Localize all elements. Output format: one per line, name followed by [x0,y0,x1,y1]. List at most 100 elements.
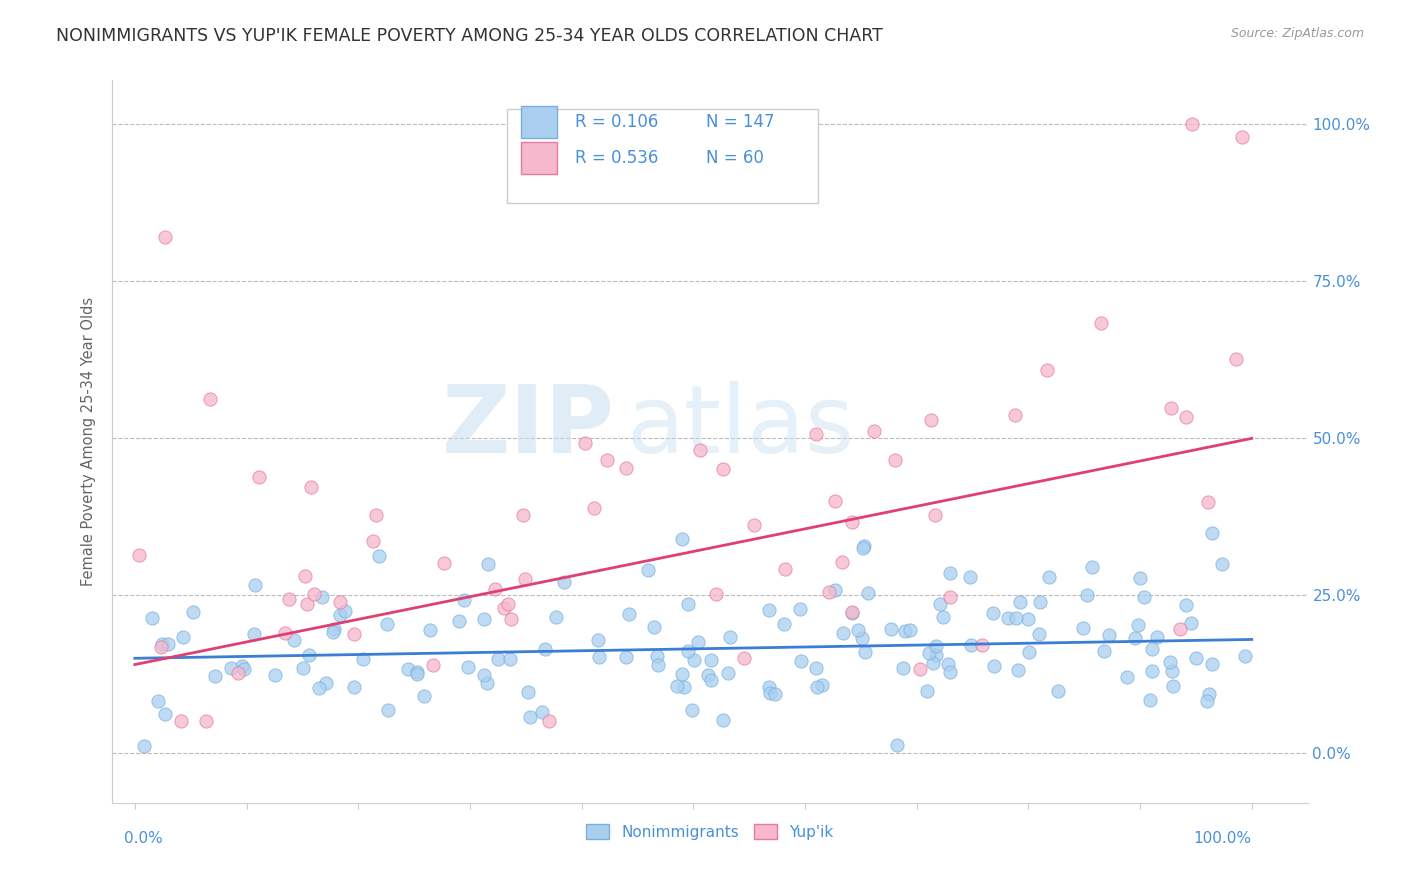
Point [643,619,665,633]
Point [924,508,946,522]
Point [477,558,499,572]
Point [637,563,659,577]
Point [704,587,727,601]
Text: R = 0.106: R = 0.106 [575,112,658,131]
Point [264,667,287,681]
Point [294,568,316,582]
Point [891,661,914,675]
Point [546,609,568,624]
Point [304,587,326,601]
Point [1170,622,1192,636]
Point [447,614,470,628]
Point [1159,655,1181,669]
Text: N = 60: N = 60 [706,149,765,167]
Point [920,413,942,427]
Point [1139,692,1161,706]
Point [983,658,1005,673]
Point [700,653,723,667]
Point [1046,684,1069,698]
Point [1133,590,1156,604]
Point [1005,611,1028,625]
Point [1010,595,1032,609]
Point [1211,557,1233,571]
Point [1071,620,1094,634]
Point [841,606,863,620]
Point [1225,351,1247,366]
Point [453,592,475,607]
Point [700,673,723,687]
Point [181,605,204,619]
Point [883,453,905,467]
Point [824,582,846,597]
Point [1017,613,1039,627]
Point [375,616,398,631]
Point [939,566,962,581]
Text: ZIP: ZIP [441,381,614,473]
Point [758,686,780,700]
Point [298,648,321,662]
Point [1116,669,1139,683]
Point [1174,409,1197,424]
Point [886,739,908,753]
Point [932,610,955,624]
Point [153,230,176,244]
Point [939,665,962,679]
Point [219,661,242,675]
Point [574,435,596,450]
Point [484,582,506,596]
Point [195,714,218,728]
Point [676,598,699,612]
Point [1181,117,1204,131]
Text: 100.0%: 100.0% [1194,831,1251,847]
Point [1090,316,1112,330]
Point [247,470,270,484]
Point [959,569,981,583]
Point [617,607,640,621]
Point [498,597,520,611]
Point [880,623,903,637]
Point [1232,129,1254,144]
Point [308,681,330,695]
Point [939,591,962,605]
Point [582,500,605,515]
Point [472,612,495,626]
Point [364,508,387,523]
Point [537,714,560,728]
Point [790,654,813,668]
Point [232,662,254,676]
Point [141,610,163,624]
Point [1140,641,1163,656]
Point [512,508,534,522]
Point [1142,665,1164,679]
Point [333,604,356,618]
Point [1198,687,1220,701]
Point [1175,598,1198,612]
Text: N = 147: N = 147 [706,112,775,131]
Point [1126,618,1149,632]
Point [1184,651,1206,665]
Point [231,659,253,673]
Point [494,601,516,615]
Legend: Nonimmigrants, Yup'ik: Nonimmigrants, Yup'ik [581,818,839,846]
Point [297,597,319,611]
Point [150,637,173,651]
Point [960,638,983,652]
Point [405,667,427,681]
Point [841,516,863,530]
Point [921,656,943,670]
Text: atlas: atlas [627,381,855,473]
Point [853,539,876,553]
FancyBboxPatch shape [522,105,557,138]
Point [1129,571,1152,585]
Point [804,661,827,675]
Point [917,684,939,698]
Text: NONIMMIGRANTS VS YUP'IK FEMALE POVERTY AMONG 25-34 YEAR OLDS CORRELATION CHART: NONIMMIGRANTS VS YUP'IK FEMALE POVERTY A… [56,27,883,45]
FancyBboxPatch shape [522,142,557,174]
Point [924,639,946,653]
Point [172,630,194,644]
Point [673,681,696,695]
Point [908,662,931,676]
Point [851,631,873,645]
Point [128,548,150,562]
Point [645,648,668,663]
